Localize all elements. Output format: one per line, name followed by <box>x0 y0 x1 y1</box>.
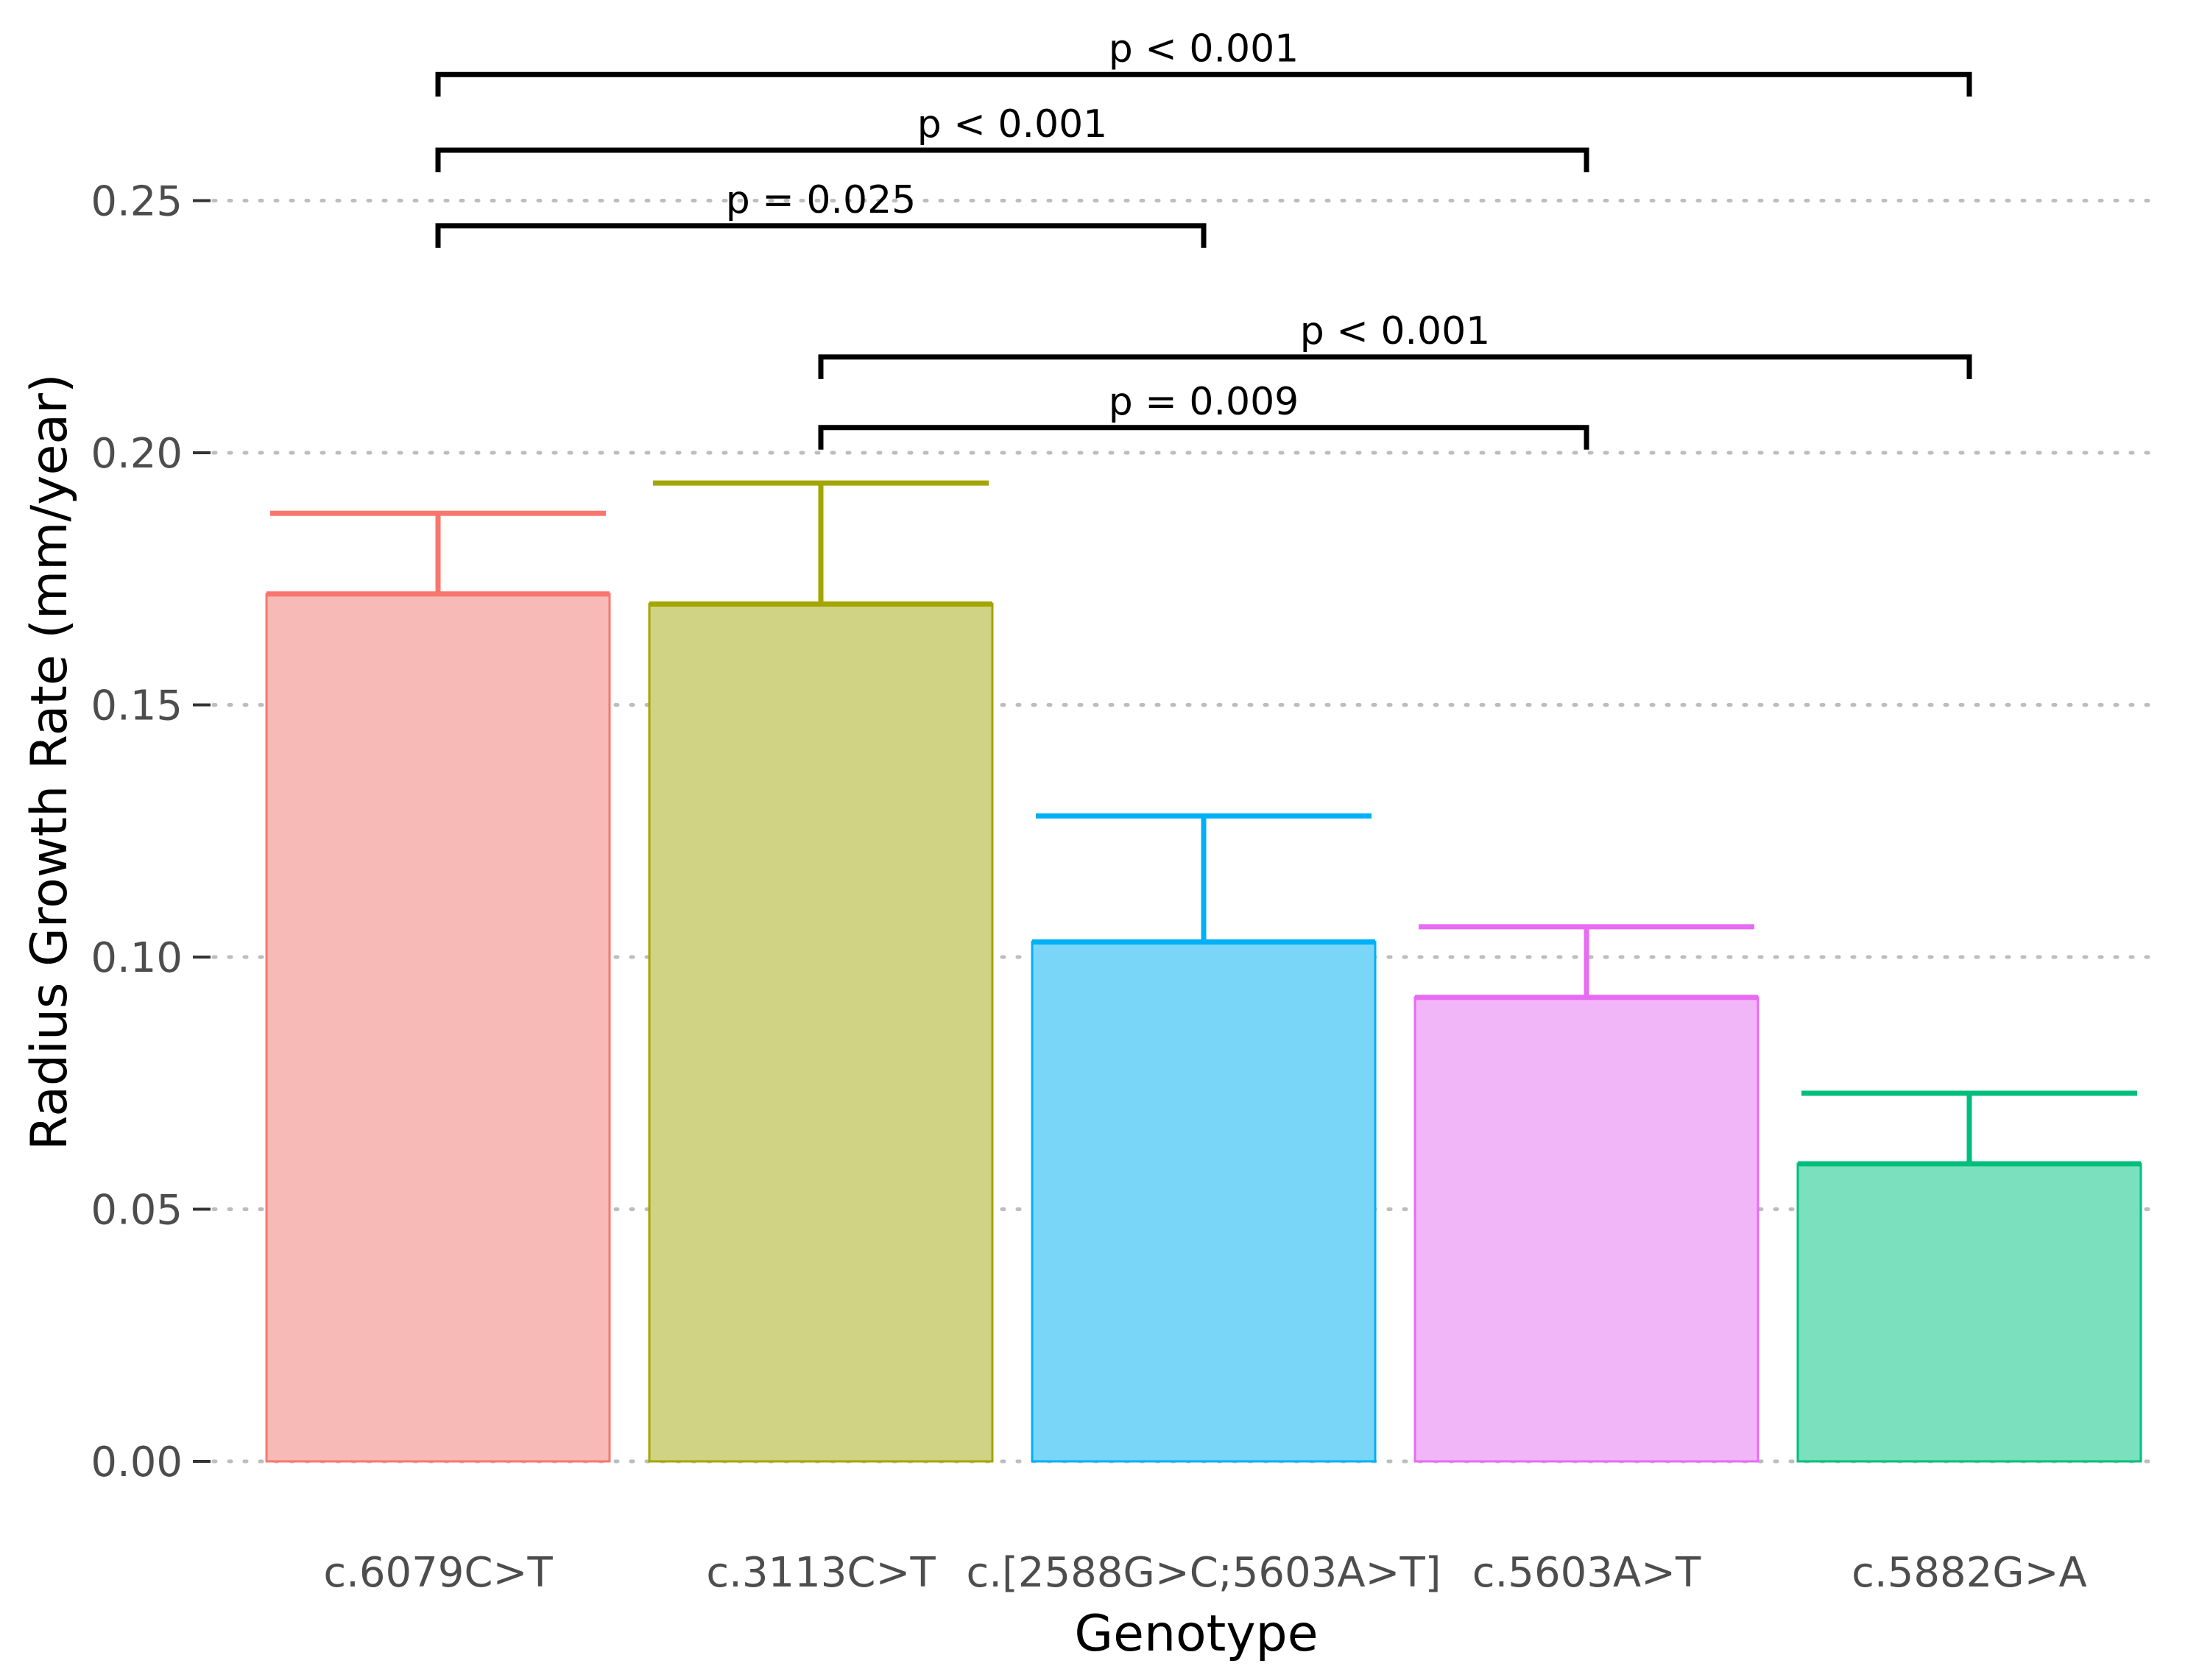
y-axis-ticks: 0.00 0.05 0.10 0.15 0.20 0.25 <box>91 178 211 1486</box>
x-tick-label: c.6079C>T <box>323 1549 553 1597</box>
error-bars <box>270 480 2137 1164</box>
x-tick-label: c.[2588G>C;5603A>T] <box>966 1549 1441 1597</box>
p-value-label: p = 0.025 <box>726 178 917 222</box>
p-value-label: p < 0.001 <box>917 102 1108 147</box>
significance-bracket <box>435 223 1207 248</box>
x-tick-label: c.3113C>T <box>706 1549 936 1597</box>
bar <box>648 603 994 1463</box>
y-tick-label: 0.15 <box>91 682 183 730</box>
p-value-label: p < 0.001 <box>1300 309 1491 353</box>
y-tick-label: 0.10 <box>91 934 183 982</box>
y-tick-label: 0.25 <box>91 178 183 226</box>
y-axis-title: Radius Growth Rate (mm/year) <box>21 373 79 1150</box>
x-tick-label: c.5603A>T <box>1472 1549 1701 1597</box>
y-tick-label: 0.20 <box>91 430 183 478</box>
x-axis-ticks: c.6079C>T c.3113C>T c.[2588G>C;5603A>T] c.5… <box>323 1549 2087 1597</box>
significance-bracket <box>818 425 1589 450</box>
significance-bracket <box>435 147 1589 172</box>
x-tick-label: c.5882G>A <box>1852 1549 2087 1597</box>
p-value-label: p = 0.009 <box>1109 380 1299 424</box>
y-tick-label: 0.05 <box>91 1187 183 1235</box>
bar <box>265 593 611 1463</box>
bar <box>1031 940 1377 1463</box>
significance-bracket <box>818 354 1972 379</box>
bar <box>1796 1162 2142 1463</box>
y-tick-label: 0.00 <box>91 1439 183 1486</box>
bar <box>1413 996 1759 1463</box>
significance-bracket <box>435 71 1972 97</box>
p-value-label: p < 0.001 <box>1109 27 1299 71</box>
x-axis-title: Genotype <box>1074 1605 1318 1663</box>
bars <box>265 591 2142 1463</box>
